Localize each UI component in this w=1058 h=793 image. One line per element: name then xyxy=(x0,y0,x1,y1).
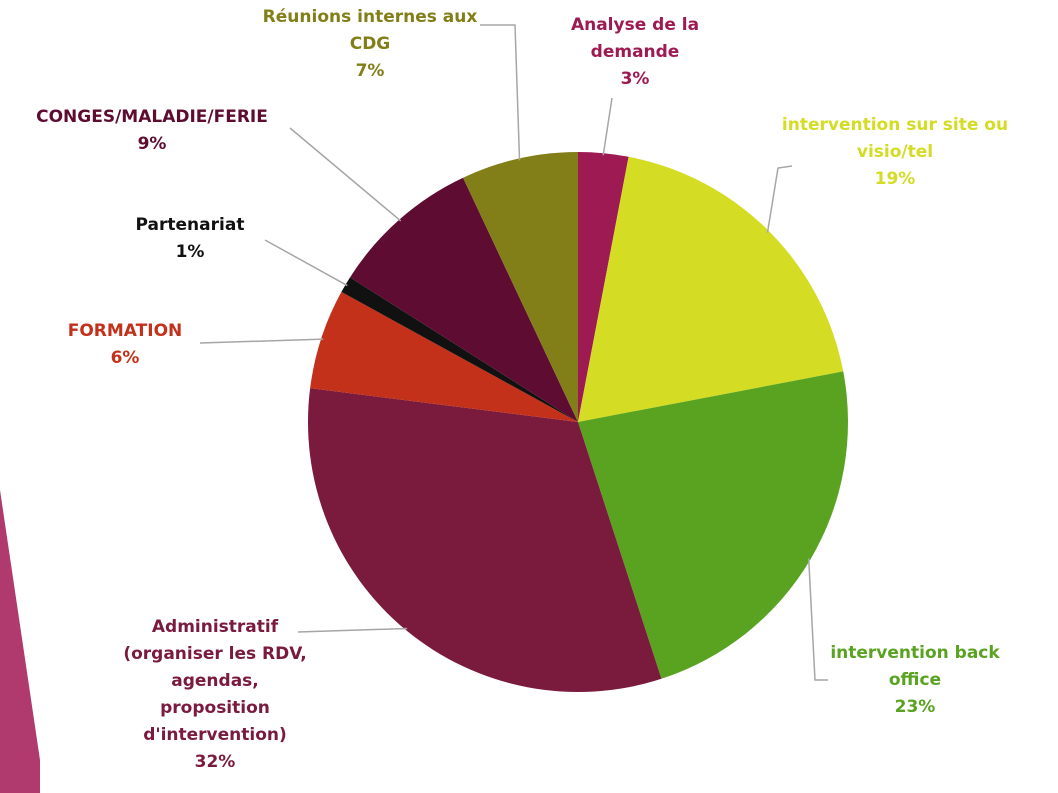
slice-label: CONGES/MALADIE/FERIE 9% xyxy=(7,104,297,158)
pie-slice xyxy=(350,177,578,422)
slice-label: Partenariat 1% xyxy=(110,212,270,266)
pie-slice xyxy=(307,388,662,692)
value-label: 9% xyxy=(137,134,167,154)
slice-label: Analyse de la demande 3% xyxy=(545,12,725,93)
slice-label: intervention back office 23% xyxy=(825,640,1005,721)
value-label: 32% xyxy=(194,752,236,772)
leader-line xyxy=(807,558,828,681)
slice-label: Administratif (organiser les RDV, agenda… xyxy=(115,614,315,776)
slice-label: FORMATION 6% xyxy=(45,318,205,372)
value-label: 19% xyxy=(874,169,916,189)
leader-line xyxy=(602,97,613,156)
decoration xyxy=(0,490,40,793)
slice-label: Réunions internes aux CDG 7% xyxy=(255,4,485,85)
value-label: 3% xyxy=(620,69,650,89)
leader-line xyxy=(289,127,402,222)
leader-line xyxy=(199,338,324,344)
category-name: intervention back office xyxy=(830,643,1000,690)
leader-line xyxy=(480,24,521,161)
pie-slice xyxy=(341,277,578,422)
pie-slice xyxy=(578,156,844,422)
category-name: Partenariat xyxy=(135,215,245,235)
leader-line xyxy=(766,165,793,233)
pie-slice xyxy=(578,371,848,679)
category-name: FORMATION xyxy=(67,321,183,341)
value-label: 23% xyxy=(894,697,936,717)
category-name: Analyse de la demande xyxy=(570,15,700,62)
leader-line xyxy=(297,627,408,633)
category-name: Administratif (organiser les RDV, agenda… xyxy=(123,617,307,745)
category-name: intervention sur site ou visio/tel xyxy=(781,115,1009,162)
pie-slice xyxy=(310,291,578,422)
category-name: CONGES/MALADIE/FERIE xyxy=(36,107,268,127)
value-label: 7% xyxy=(355,61,385,81)
pie-slice xyxy=(578,152,629,422)
leader-line xyxy=(264,239,348,287)
value-label: 1% xyxy=(175,242,205,262)
pie-slice xyxy=(463,152,578,422)
slice-label: intervention sur site ou visio/tel 19% xyxy=(780,112,1010,193)
category-name: Réunions internes aux CDG xyxy=(262,7,478,54)
value-label: 6% xyxy=(110,348,140,368)
